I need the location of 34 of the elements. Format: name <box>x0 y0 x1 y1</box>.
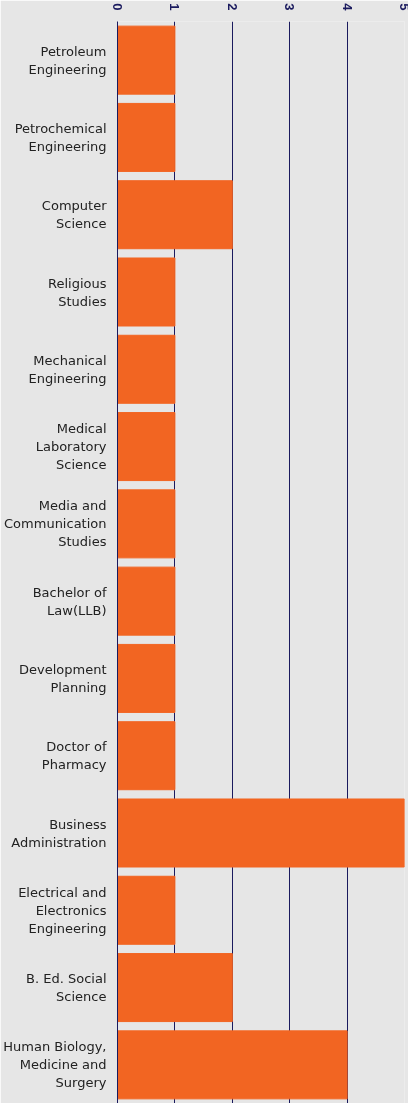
y-tick-label: Religious Studies <box>48 275 107 309</box>
bar <box>117 25 176 95</box>
y-tick-label: Petroleum Engineering <box>28 43 107 77</box>
y-tick-label: Human Biology, Medicine and Surgery <box>3 1039 107 1091</box>
y-tick-label: Electrical and Electronics Engineering <box>18 884 107 936</box>
y-tick-label: Medical Laboratory Science <box>35 421 107 473</box>
x-tick-label: 1 <box>167 3 183 11</box>
bar <box>117 566 176 636</box>
bar <box>117 643 176 713</box>
bar <box>117 1030 348 1100</box>
y-tick-label: Bachelor of Law(LLB) <box>32 584 107 618</box>
y-tick-label: Business Administration <box>11 816 107 850</box>
bar <box>117 721 176 791</box>
x-tick-label: 4 <box>339 3 355 12</box>
bar <box>117 412 176 482</box>
bar <box>117 257 176 327</box>
y-tick-label: Media and Communication Studies <box>4 498 107 550</box>
bar <box>117 102 176 172</box>
bar <box>117 798 405 868</box>
y-tick-label: Petrochemical Engineering <box>14 120 107 154</box>
bar <box>117 875 176 945</box>
x-tick-label: 2 <box>224 3 240 11</box>
x-tick-label: 0 <box>110 3 125 11</box>
y-tick-label: Development Planning <box>18 661 107 695</box>
y-tick-label: Doctor of Pharmacy <box>41 739 107 773</box>
bar <box>117 953 233 1023</box>
x-tick-label: 3 <box>282 3 298 11</box>
bar <box>117 489 176 559</box>
bar <box>117 334 176 404</box>
x-tick-label: 5 <box>396 3 408 11</box>
y-tick-label: B. Ed. Social Science <box>26 971 107 1005</box>
y-tick-label: Mechanical Engineering <box>28 352 107 386</box>
bar <box>117 180 233 250</box>
y-tick-label: Computer Science <box>41 198 108 232</box>
